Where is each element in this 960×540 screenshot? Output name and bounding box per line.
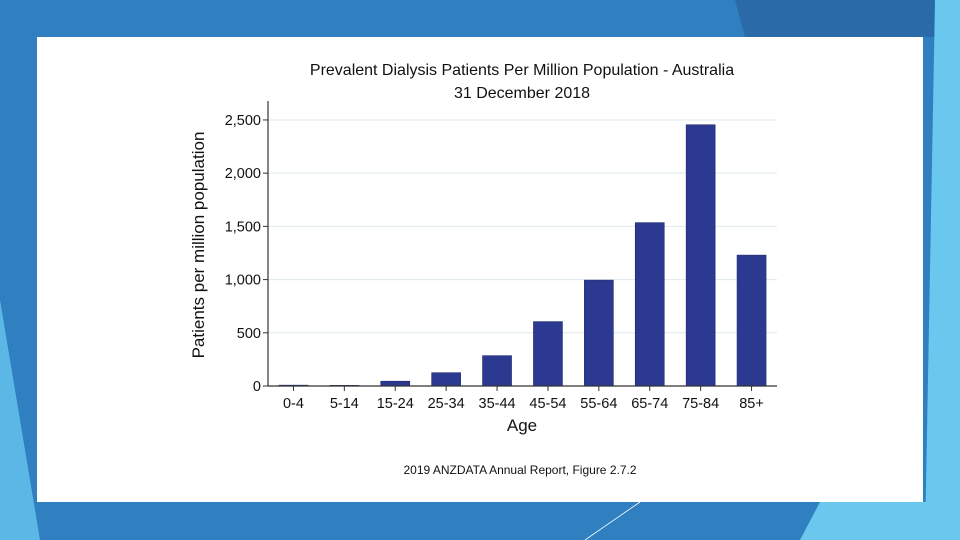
chart-title: Prevalent Dialysis Patients Per Million … <box>310 62 734 79</box>
decor-triangle-left <box>0 300 40 540</box>
x-tick-label: 65-74 <box>631 396 668 412</box>
x-tick-label: 0-4 <box>283 396 304 412</box>
x-tick-label: 35-44 <box>479 396 516 412</box>
y-tick-labels: 0 500 1,000 1,500 2,000 2,500 <box>225 113 261 395</box>
y-tick-label: 500 <box>237 326 261 342</box>
bar <box>431 372 461 387</box>
y-axis-label: Patients per million population <box>189 132 208 359</box>
x-tick-label: 45-54 <box>529 396 566 412</box>
bar <box>685 124 716 387</box>
x-tick-label: 55-64 <box>580 396 617 412</box>
bar <box>634 222 665 387</box>
y-tick-label: 2,000 <box>225 166 261 182</box>
x-tick-label: 15-24 <box>377 396 414 412</box>
chart-subtitle: 31 December 2018 <box>454 85 590 102</box>
y-tick-label: 0 <box>253 379 261 395</box>
bar <box>380 380 411 387</box>
x-axis-label: Age <box>507 416 537 435</box>
x-tick-label: 85+ <box>739 396 764 412</box>
bar-chart: 0 500 1,000 1,500 2,000 2,500 0-4 5-14 15-24 25-… <box>189 62 777 477</box>
x-tick-label: 25-34 <box>428 396 465 412</box>
y-tick-label: 2,500 <box>225 113 261 129</box>
bar <box>736 254 767 387</box>
y-tick-label: 1,000 <box>225 273 261 289</box>
x-tick-label: 75-84 <box>682 396 719 412</box>
bars <box>278 124 767 387</box>
bar <box>482 355 512 387</box>
decor-triangle-top-right <box>735 0 960 37</box>
slide-content: 0 500 1,000 1,500 2,000 2,500 0-4 5-14 15-24 25-… <box>37 37 923 502</box>
y-tick-label: 1,500 <box>225 219 261 235</box>
x-tick-label: 5-14 <box>330 396 359 412</box>
x-tick-labels: 0-4 5-14 15-24 25-34 35-44 45-54 55-64 65-74 75-… <box>283 396 764 412</box>
source-caption: 2019 ANZDATA Annual Report, Figure 2.7.2 <box>403 463 636 477</box>
bar <box>584 279 614 387</box>
axes <box>263 101 777 391</box>
decor-triangle-right <box>925 0 960 540</box>
decor-triangle-bottom-right <box>800 502 960 540</box>
bar <box>533 321 563 387</box>
decor-line-bottom <box>584 501 641 540</box>
